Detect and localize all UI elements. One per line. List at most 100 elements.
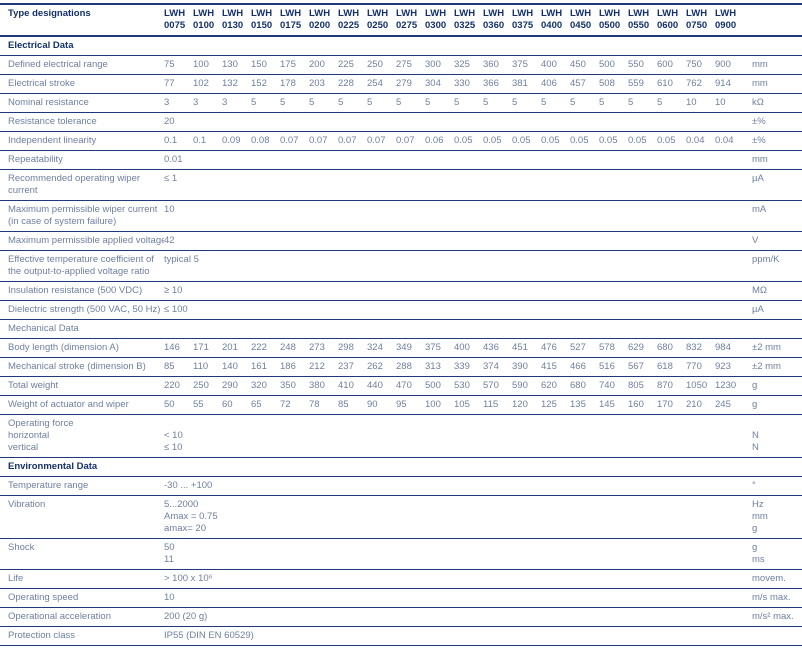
table-row: Temperature range -30 ... +100 ° — [0, 477, 802, 496]
value-cell: 298 — [338, 339, 367, 357]
text-line: LWH — [222, 8, 244, 19]
value-cell: 313 — [425, 358, 454, 376]
text-line: LWH — [251, 8, 273, 19]
text-line: 10 — [164, 592, 175, 603]
value-cell: 85 — [338, 396, 367, 414]
unit-cell: µA — [744, 301, 802, 319]
value-cell: 275 — [396, 56, 425, 74]
value-cell: IP55 (DIN EN 60529) — [164, 627, 744, 645]
text-line: 212 — [309, 361, 325, 372]
text-line: 10 — [686, 97, 697, 108]
text-line: 762 — [686, 78, 702, 89]
value-cell: 0.04 — [686, 132, 715, 150]
value-cell: 161 — [251, 358, 280, 376]
value-cell: 805 — [628, 377, 657, 395]
unit-cell: g ms — [744, 539, 802, 569]
text-line: 567 — [628, 361, 644, 372]
unit-cell: g — [744, 377, 802, 395]
text-line: 0750 — [686, 20, 708, 31]
text-line: 5 — [309, 97, 315, 108]
text-line: 10 — [164, 204, 175, 215]
text-line: 750 — [686, 59, 702, 70]
text-line: 100 — [193, 59, 209, 70]
unit-cell: m/s² max. — [744, 608, 802, 626]
unit-cell: ±% — [744, 132, 802, 150]
value-cell: 762 — [686, 75, 715, 93]
text-line: typical 5 — [164, 254, 199, 265]
text-line: 559 — [628, 78, 644, 89]
text-line: 78 — [309, 399, 320, 410]
text-line: 210 — [686, 399, 702, 410]
text-line: 500 — [599, 59, 615, 70]
text-line: 914 — [715, 78, 731, 89]
value-cell: ≤ 100 — [164, 301, 744, 319]
value-cell: 279 — [396, 75, 425, 93]
text-line: 115 — [483, 399, 499, 410]
value-cell: 451 — [512, 339, 541, 357]
value-cell: 3 — [164, 94, 193, 112]
model-column-header: LWH 0500 — [599, 5, 628, 35]
value-cell: 42 — [164, 232, 744, 250]
unit-cell: movem. — [744, 570, 802, 588]
text-line: 3 — [164, 97, 170, 108]
text-line — [752, 418, 802, 430]
text-line: 228 — [338, 78, 354, 89]
text-line: 374 — [483, 361, 499, 372]
section-title: Mechanical Data — [8, 323, 79, 334]
row-label: Repeatability — [0, 151, 164, 169]
text-line: kΩ — [752, 97, 764, 108]
text-line: 0100 — [193, 20, 215, 31]
text-line: ≤ 100 — [164, 304, 188, 315]
table-row: Operating speed 10 m/s max. — [0, 589, 802, 608]
text-line: 324 — [367, 342, 383, 353]
unit-cell — [744, 627, 802, 645]
text-line: 254 — [367, 78, 383, 89]
model-column-header: LWH 0175 — [280, 5, 309, 35]
text-line: 50 — [164, 542, 175, 553]
text-line: Resistance tolerance — [8, 116, 97, 127]
value-cell: 366 — [483, 75, 512, 93]
text-line — [752, 8, 802, 20]
text-line: 0.05 — [628, 135, 647, 146]
unit-cell: mA — [744, 201, 802, 219]
text-line: 0300 — [425, 20, 447, 31]
text-line: 0.09 — [222, 135, 241, 146]
row-label: Dielectric strength (500 VAC, 50 Hz) — [0, 301, 164, 319]
text-line: Dielectric strength (500 VAC, 50 Hz) — [8, 304, 161, 315]
text-line: 0.05 — [599, 135, 618, 146]
text-line: Temperature range — [8, 480, 89, 491]
units-column-header — [744, 5, 802, 23]
text-line: 105 — [454, 399, 470, 410]
text-line: 380 — [309, 380, 325, 391]
text-line: 0.05 — [541, 135, 560, 146]
text-line: Protection class — [8, 630, 76, 641]
row-label: Maximum permissible applied voltage — [0, 232, 164, 250]
model-column-header: LWH 0325 — [454, 5, 483, 35]
text-line: 0.07 — [367, 135, 386, 146]
text-line: 476 — [541, 342, 557, 353]
table-row: Dielectric strength (500 VAC, 50 Hz) ≤ 10… — [0, 301, 802, 320]
text-line: Nominal resistance — [8, 97, 89, 108]
text-line: LWH — [193, 8, 215, 19]
table-row: Mechanical stroke (dimension B) 85 110 140 1… — [0, 358, 802, 377]
text-line: 400 — [541, 59, 557, 70]
row-label: Protection class — [0, 627, 164, 645]
value-cell: 100 — [425, 396, 454, 414]
text-line: Weight of actuator and wiper — [8, 399, 129, 410]
text-line: 288 — [396, 361, 412, 372]
value-cell: 201 — [222, 339, 251, 357]
value-cell: 923 — [715, 358, 744, 376]
value-cell: 228 — [338, 75, 367, 93]
text-line: 320 — [251, 380, 267, 391]
text-line: 680 — [657, 342, 673, 353]
text-line: 200 (20 g) — [164, 611, 208, 622]
value-cell: 375 — [512, 56, 541, 74]
spec-table: Type designations LWH 0075 LWH 0100 LWH 0130 L… — [0, 3, 802, 646]
value-cell: 324 — [367, 339, 396, 357]
text-line: 0400 — [541, 20, 563, 31]
text-line: 60 — [222, 399, 233, 410]
text-line: 5 — [570, 97, 576, 108]
text-line: LWH — [338, 8, 360, 19]
text-line: 237 — [338, 361, 354, 372]
text-line: 120 — [512, 399, 528, 410]
